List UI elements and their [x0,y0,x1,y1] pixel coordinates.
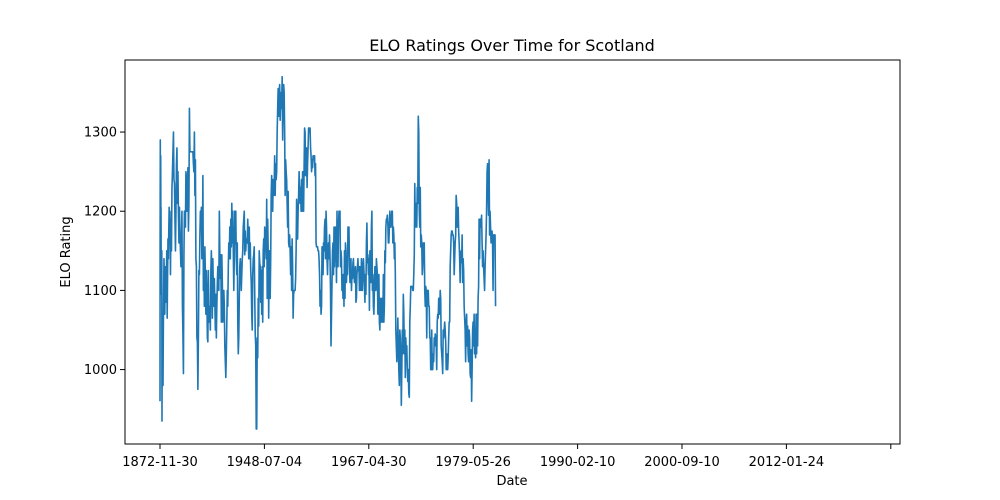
y-tick-label: 1100 [84,284,117,299]
y-tick-label: 1000 [84,363,117,378]
x-tick-label: 1967-04-30 [331,455,407,470]
y-axis: 1000 1100 1200 1300 [84,126,125,378]
chart-title: ELO Ratings Over Time for Scotland [369,36,655,55]
plot-area-frame [124,59,901,445]
x-tick-label: 1979-05-26 [435,455,511,470]
x-axis-label: Date [496,474,527,489]
y-tick-label: 1300 [84,126,117,141]
x-tick-label: 1872-11-30 [122,455,198,470]
x-tick-label: 2000-09-10 [644,455,720,470]
x-tick-label: 2012-01-24 [749,455,825,470]
y-axis-label: ELO Rating [59,216,74,287]
x-axis: 1872-11-30 1948-07-04 1967-04-30 1979-05-26… [122,444,892,470]
y-tick-label: 1200 [84,205,117,220]
x-tick-label: 1990-02-10 [540,455,616,470]
elo-rating-series-line [159,75,497,430]
x-tick-label: 1948-07-04 [227,455,303,470]
